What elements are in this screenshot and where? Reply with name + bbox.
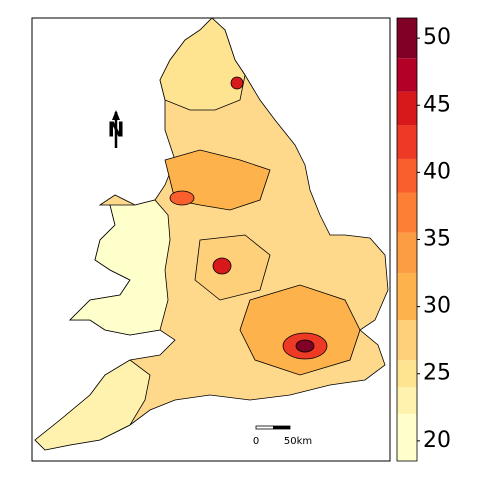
legend-tick-label: 40 [423, 159, 451, 184]
scale-label: 0 [253, 436, 259, 447]
legend-tick-label: 45 [423, 92, 451, 117]
legend-tick-label: 20 [423, 428, 451, 453]
legend-bin [397, 232, 417, 274]
legend-bin [397, 320, 417, 361]
color-legend: 20 25 30 35 40 45 50 [396, 17, 451, 462]
legend-bin [397, 273, 417, 321]
north-label: N [108, 118, 125, 142]
legend-tick-label: 35 [423, 227, 451, 252]
map-regions [34, 17, 389, 451]
legend-bin [397, 58, 417, 92]
legend-tick-label: 25 [423, 361, 451, 386]
legend-bin [397, 414, 417, 461]
legend-bin [397, 360, 417, 388]
legend-bin [397, 387, 417, 415]
legend-bin [397, 192, 417, 233]
legend-bin [397, 18, 417, 59]
scale-bar: 0 50km [253, 425, 312, 447]
scale-label: 50km [284, 436, 312, 447]
legend-bin [397, 158, 417, 193]
legend-bin [397, 91, 417, 126]
legend-bin [397, 125, 417, 159]
north-arrow: N [108, 110, 125, 148]
legend-tick-label: 50 [423, 25, 451, 50]
legend-tick-label: 30 [423, 294, 451, 319]
